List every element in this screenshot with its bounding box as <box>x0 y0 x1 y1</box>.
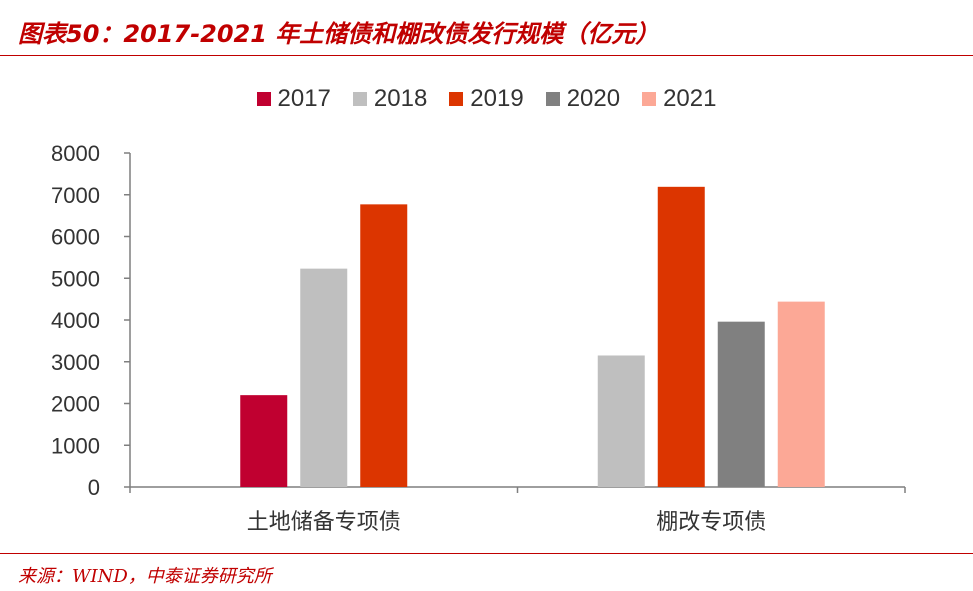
source-note: 来源：WIND，中泰证券研究所 <box>18 566 272 587</box>
y-tick-label-6000: 6000 <box>51 225 100 250</box>
bar-2020-cat1 <box>717 321 765 487</box>
y-tick-label-5000: 5000 <box>51 266 100 291</box>
legend-label-2020: 2020 <box>566 85 621 112</box>
legend-label-2017: 2017 <box>277 85 331 112</box>
y-tick-label-0: 0 <box>88 475 100 500</box>
legend-swatch-2018 <box>352 92 367 106</box>
source-divider <box>0 553 973 554</box>
bar-2018-cat0 <box>300 268 348 487</box>
legend-swatch-2019 <box>449 92 464 106</box>
bar-2019-cat1 <box>657 186 705 487</box>
legend-item-2018: 2018 <box>352 85 428 113</box>
legend-swatch-2021 <box>642 92 657 106</box>
x-category-label-1: 棚改专项债 <box>656 510 766 535</box>
legend: 2017 2018 2019 2020 2021 <box>0 85 973 113</box>
legend-item-2019: 2019 <box>449 85 524 113</box>
bar-2017-cat0 <box>240 395 288 487</box>
legend-swatch-2017 <box>256 92 271 106</box>
y-tick-label-8000: 8000 <box>51 141 100 166</box>
bar-2021-cat1 <box>777 301 825 487</box>
legend-swatch-2020 <box>545 92 560 106</box>
title-divider <box>0 55 973 56</box>
y-tick-label-2000: 2000 <box>51 392 100 417</box>
y-tick-label-1000: 1000 <box>51 433 100 458</box>
chart-title: 图表50：2017-2021 年土储债和棚改债发行规模（亿元） <box>18 20 660 48</box>
y-tick-label-4000: 4000 <box>51 308 100 333</box>
legend-item-2021: 2021 <box>642 85 716 113</box>
y-tick-label-7000: 7000 <box>51 183 100 208</box>
legend-item-2020: 2020 <box>545 85 621 113</box>
bar-2019-cat0 <box>360 204 408 488</box>
x-category-label-0: 土地储备专项债 <box>247 510 401 535</box>
legend-item-2017: 2017 <box>256 85 331 113</box>
legend-label-2021: 2021 <box>663 85 717 112</box>
bar-2018-cat1 <box>597 355 645 487</box>
legend-label-2018: 2018 <box>373 85 428 112</box>
y-tick-label-3000: 3000 <box>51 350 100 375</box>
legend-label-2019: 2019 <box>470 85 524 112</box>
